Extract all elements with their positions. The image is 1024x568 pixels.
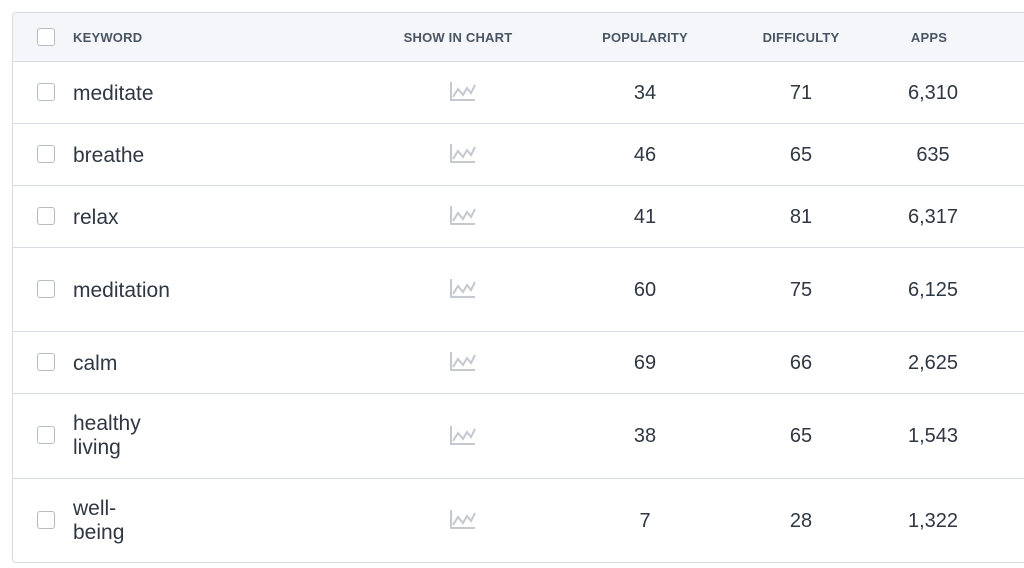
difficulty-cell: 65 — [789, 144, 813, 166]
header-difficulty[interactable]: DIFFICULTY — [762, 30, 840, 45]
keyword-cell: healthy living — [73, 412, 141, 459]
keyword-cell: meditate — [73, 82, 154, 105]
popularity-cell: 60 — [633, 279, 657, 301]
select-all-checkbox[interactable] — [37, 28, 55, 46]
table-row: healthy living 38 65 1,543 — [13, 394, 1024, 479]
table-row: relax 41 81 6,317 — [13, 186, 1024, 248]
difficulty-cell: 75 — [789, 279, 813, 301]
difficulty-cell: 71 — [789, 82, 813, 104]
apps-cell: 6,310 — [907, 82, 959, 104]
apps-cell: 2,625 — [907, 352, 959, 374]
keyword-table: KEYWORD SHOW IN CHART POPULARITY DIFFICU… — [12, 12, 1024, 563]
header-keyword[interactable]: KEYWORD — [73, 30, 143, 45]
apps-cell: 635 — [916, 144, 950, 166]
keyword-cell: well-being — [73, 497, 125, 544]
table-header: KEYWORD SHOW IN CHART POPULARITY DIFFICU… — [13, 13, 1024, 62]
keyword-cell: relax — [73, 206, 119, 229]
header-popularity[interactable]: POPULARITY — [602, 30, 688, 45]
row-checkbox[interactable] — [37, 145, 55, 163]
line-chart-icon[interactable] — [449, 424, 477, 446]
difficulty-cell: 66 — [789, 352, 813, 374]
table-row: meditate 34 71 6,310 — [13, 62, 1024, 124]
apps-cell: 6,125 — [907, 279, 959, 301]
table-row: breathe 46 65 635 — [13, 124, 1024, 186]
table-row: calm 69 66 2,625 — [13, 332, 1024, 394]
difficulty-cell: 81 — [789, 206, 813, 228]
keyword-cell: breathe — [73, 144, 145, 167]
row-checkbox[interactable] — [37, 426, 55, 444]
popularity-cell: 41 — [633, 206, 657, 228]
row-checkbox[interactable] — [37, 207, 55, 225]
difficulty-cell: 65 — [789, 425, 813, 447]
row-checkbox[interactable] — [37, 83, 55, 101]
apps-cell: 1,543 — [907, 425, 959, 447]
row-checkbox[interactable] — [37, 280, 55, 298]
table-row: well-being 7 28 1,322 — [13, 479, 1024, 562]
keyword-cell: calm — [73, 352, 118, 375]
row-checkbox[interactable] — [37, 353, 55, 371]
table-row: meditation 60 75 6,125 — [13, 248, 1024, 332]
popularity-cell: 46 — [633, 144, 657, 166]
header-show-in-chart: SHOW IN CHART — [403, 30, 513, 45]
line-chart-icon[interactable] — [449, 508, 477, 530]
popularity-cell: 69 — [633, 352, 657, 374]
popularity-cell: 38 — [633, 425, 657, 447]
line-chart-icon[interactable] — [449, 277, 477, 299]
line-chart-icon[interactable] — [449, 204, 477, 226]
apps-cell: 6,317 — [907, 206, 959, 228]
line-chart-icon[interactable] — [449, 80, 477, 102]
header-apps[interactable]: APPS — [910, 30, 948, 45]
popularity-cell: 7 — [639, 510, 651, 532]
line-chart-icon[interactable] — [449, 142, 477, 164]
row-checkbox[interactable] — [37, 511, 55, 529]
apps-cell: 1,322 — [907, 510, 959, 532]
line-chart-icon[interactable] — [449, 350, 477, 372]
popularity-cell: 34 — [633, 82, 657, 104]
keyword-cell: meditation — [73, 279, 170, 302]
difficulty-cell: 28 — [789, 510, 813, 532]
